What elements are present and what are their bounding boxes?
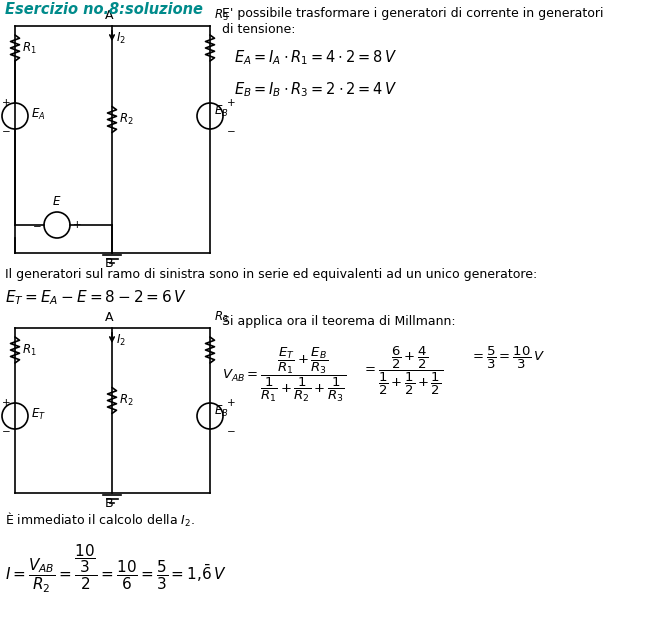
Text: $+$: $+$ bbox=[72, 219, 81, 231]
Text: $R_1$: $R_1$ bbox=[22, 343, 37, 358]
Text: $E_B = I_B \cdot R_3 = 2 \cdot 2 = 4\,V$: $E_B = I_B \cdot R_3 = 2 \cdot 2 = 4\,V$ bbox=[234, 80, 398, 98]
Text: $R_2$: $R_2$ bbox=[119, 112, 134, 127]
Text: E' possibile trasformare i generatori di corrente in generatori: E' possibile trasformare i generatori di… bbox=[222, 7, 603, 20]
Text: $R_3$: $R_3$ bbox=[214, 8, 228, 23]
Text: $-$: $-$ bbox=[1, 125, 11, 135]
Text: $= \dfrac{5}{3} = \dfrac{10}{3}\,V$: $= \dfrac{5}{3} = \dfrac{10}{3}\,V$ bbox=[470, 345, 545, 371]
Text: $E_T$: $E_T$ bbox=[31, 406, 46, 422]
Text: $E_B$: $E_B$ bbox=[214, 103, 228, 118]
Text: $E_B$: $E_B$ bbox=[214, 404, 228, 419]
Text: Si applica ora il teorema di Millmann:: Si applica ora il teorema di Millmann: bbox=[222, 315, 456, 328]
Text: $E_A = I_A \cdot R_1 = 4 \cdot 2 = 8\,V$: $E_A = I_A \cdot R_1 = 4 \cdot 2 = 8\,V$ bbox=[234, 48, 398, 67]
Text: B: B bbox=[105, 257, 113, 270]
Text: $R_3$: $R_3$ bbox=[214, 310, 228, 325]
Text: $E_T = E_A - E = 8 - 2 = 6\,V$: $E_T = E_A - E = 8 - 2 = 6\,V$ bbox=[5, 288, 187, 307]
Text: $-$: $-$ bbox=[33, 220, 42, 230]
Text: A: A bbox=[105, 311, 113, 324]
Text: $E_A$: $E_A$ bbox=[31, 107, 45, 121]
Text: $-$: $-$ bbox=[226, 125, 236, 135]
Text: $+$: $+$ bbox=[226, 97, 236, 108]
Text: $R_2$: $R_2$ bbox=[119, 393, 134, 408]
Text: È immediato il calcolo della $I_2$.: È immediato il calcolo della $I_2$. bbox=[5, 511, 195, 529]
Text: A: A bbox=[105, 9, 113, 22]
Text: $= \dfrac{\dfrac{6}{2} + \dfrac{4}{2}}{\dfrac{1}{2} + \dfrac{1}{2} + \dfrac{1}{2: $= \dfrac{\dfrac{6}{2} + \dfrac{4}{2}}{\… bbox=[362, 345, 443, 397]
Text: $E$: $E$ bbox=[53, 195, 62, 208]
Text: $I = \dfrac{V_{AB}}{R_2} = \dfrac{\dfrac{10}{3}}{2} = \dfrac{10}{6} = \dfrac{5}{: $I = \dfrac{V_{AB}}{R_2} = \dfrac{\dfrac… bbox=[5, 543, 226, 595]
Text: Il generatori sul ramo di sinistra sono in serie ed equivalenti ad un unico gene: Il generatori sul ramo di sinistra sono … bbox=[5, 268, 537, 281]
Text: Esercizio no.8:soluzione: Esercizio no.8:soluzione bbox=[5, 2, 203, 17]
Text: $R_1$: $R_1$ bbox=[22, 40, 37, 55]
Text: B: B bbox=[105, 497, 113, 510]
Text: $V_{AB} = \dfrac{\dfrac{E_T}{R_1} + \dfrac{E_B}{R_3}}{\dfrac{1}{R_1} + \dfrac{1}: $V_{AB} = \dfrac{\dfrac{E_T}{R_1} + \dfr… bbox=[222, 345, 346, 404]
Text: $+$: $+$ bbox=[1, 97, 11, 108]
Text: $-$: $-$ bbox=[1, 425, 11, 435]
Text: $I_2$: $I_2$ bbox=[116, 333, 126, 348]
Text: $+$: $+$ bbox=[1, 396, 11, 407]
Text: $-$: $-$ bbox=[226, 425, 236, 435]
Text: di tensione:: di tensione: bbox=[222, 23, 296, 36]
Text: $I_2$: $I_2$ bbox=[116, 31, 126, 45]
Text: $+$: $+$ bbox=[226, 396, 236, 407]
